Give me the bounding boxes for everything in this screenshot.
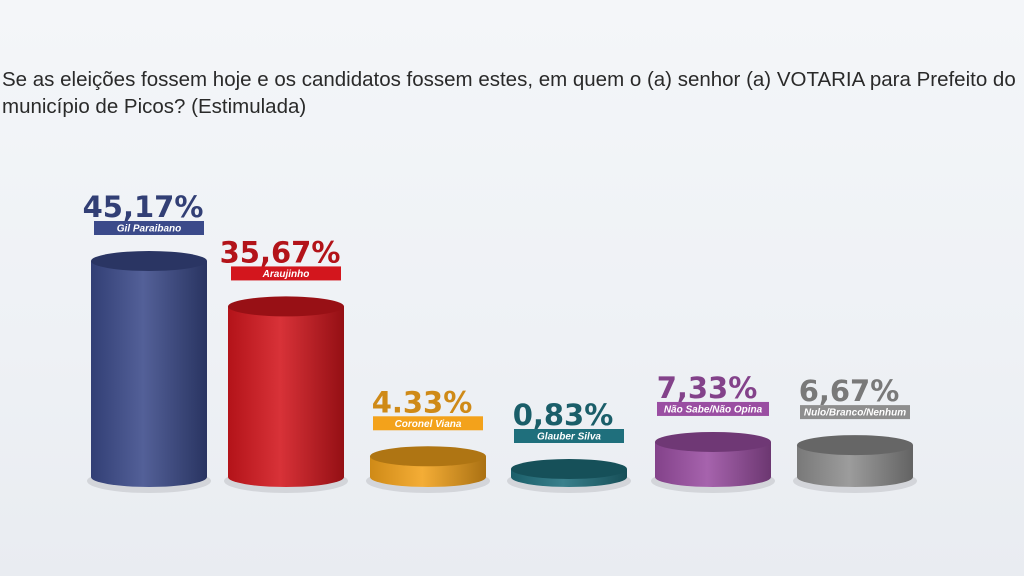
value-label: 6,67% [799, 374, 900, 408]
bar-body [797, 445, 913, 487]
bar-body [655, 441, 771, 487]
bar-araujinho [224, 296, 348, 493]
bar-top [370, 446, 486, 467]
bar-top [91, 251, 207, 271]
category-label-box [94, 221, 204, 235]
bar-coronel-viana [366, 446, 490, 493]
category-label: Não Sabe/Não Opina [664, 404, 763, 415]
bar-body [91, 261, 207, 487]
bar-top [797, 435, 913, 456]
value-label: 7,33% [657, 371, 758, 405]
chart-title: Se as eleições fossem hoje e os candidat… [2, 68, 1016, 118]
category-label: Glauber Silva [537, 432, 601, 443]
bar-gil-paraibano [87, 251, 211, 493]
bar-top [655, 431, 771, 452]
category-label: Gil Paraibano [117, 224, 181, 235]
category-label-box [514, 429, 624, 443]
category-label: Araujinho [262, 269, 310, 280]
category-label-box [657, 401, 769, 416]
value-label: 4.33% [372, 385, 473, 419]
bar-body [228, 306, 344, 487]
bar-nao-sabe-nao-opina [651, 431, 775, 493]
category-label: Nulo/Branco/Nenhum [804, 408, 906, 419]
category-label-box [373, 416, 483, 431]
bar-top [228, 296, 344, 317]
category-label-box [800, 405, 910, 420]
bar-top [511, 459, 627, 479]
value-label: 0,83% [513, 398, 614, 432]
bar-nulo-branco-nenhum [793, 435, 917, 493]
value-label: 45,17% [83, 190, 204, 224]
value-label: 35,67% [220, 235, 341, 269]
category-label: Coronel Viana [395, 419, 462, 430]
bar-glauber-silva [507, 459, 631, 493]
category-label-box [231, 266, 341, 281]
